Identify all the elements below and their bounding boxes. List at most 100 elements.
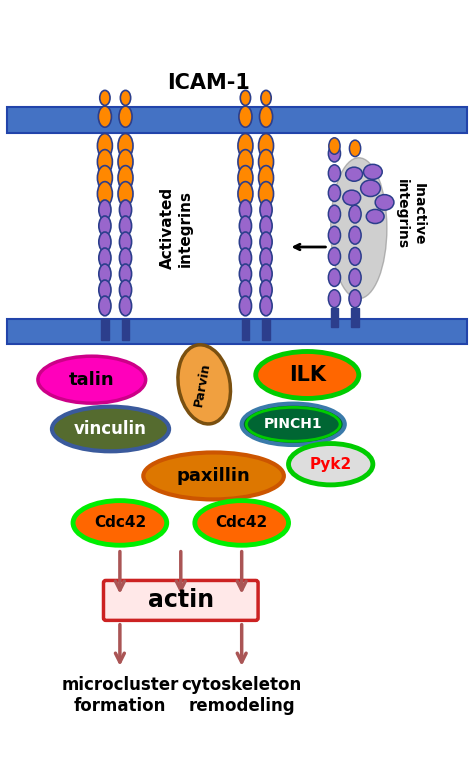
Ellipse shape — [38, 357, 146, 403]
Ellipse shape — [260, 216, 272, 235]
Ellipse shape — [118, 182, 133, 206]
Ellipse shape — [261, 90, 271, 105]
Ellipse shape — [97, 182, 112, 206]
Ellipse shape — [349, 290, 361, 307]
Bar — [242, 319, 249, 340]
Ellipse shape — [246, 407, 340, 441]
Bar — [8, 107, 466, 133]
Ellipse shape — [119, 248, 132, 268]
Ellipse shape — [349, 205, 361, 223]
Ellipse shape — [258, 166, 273, 190]
Text: Cdc42: Cdc42 — [94, 516, 146, 531]
Ellipse shape — [328, 185, 340, 201]
Ellipse shape — [98, 106, 111, 127]
Text: Parvin: Parvin — [191, 361, 212, 407]
Ellipse shape — [238, 182, 253, 206]
Ellipse shape — [118, 133, 133, 158]
Ellipse shape — [328, 269, 340, 286]
Bar — [331, 308, 338, 327]
Ellipse shape — [99, 232, 111, 252]
Ellipse shape — [366, 210, 384, 223]
Ellipse shape — [119, 232, 132, 252]
Ellipse shape — [99, 296, 111, 316]
Bar — [101, 319, 109, 340]
Ellipse shape — [343, 190, 361, 205]
Ellipse shape — [331, 157, 387, 299]
Ellipse shape — [99, 200, 111, 220]
Ellipse shape — [239, 248, 252, 268]
Ellipse shape — [239, 296, 252, 316]
Ellipse shape — [238, 166, 253, 190]
Ellipse shape — [328, 205, 340, 223]
Text: Cdc42: Cdc42 — [216, 516, 268, 531]
Ellipse shape — [73, 500, 167, 545]
Ellipse shape — [258, 150, 273, 174]
Ellipse shape — [97, 166, 112, 190]
Ellipse shape — [289, 444, 373, 485]
Ellipse shape — [240, 90, 251, 105]
Ellipse shape — [328, 248, 340, 265]
Ellipse shape — [119, 200, 132, 220]
Ellipse shape — [258, 133, 273, 158]
Ellipse shape — [349, 140, 361, 157]
Ellipse shape — [329, 138, 340, 154]
Bar — [8, 319, 466, 344]
Ellipse shape — [119, 296, 132, 316]
Text: PINCH1: PINCH1 — [264, 417, 322, 431]
Ellipse shape — [178, 344, 230, 424]
Text: ICAM-1: ICAM-1 — [167, 73, 250, 92]
Ellipse shape — [260, 232, 272, 252]
Ellipse shape — [143, 453, 284, 500]
Ellipse shape — [239, 216, 252, 235]
Ellipse shape — [260, 264, 272, 284]
Ellipse shape — [256, 351, 359, 398]
Ellipse shape — [242, 403, 345, 445]
Bar — [351, 308, 359, 327]
Ellipse shape — [238, 133, 253, 158]
Ellipse shape — [99, 264, 111, 284]
Ellipse shape — [260, 200, 272, 220]
Text: talin: talin — [69, 371, 115, 388]
Ellipse shape — [97, 133, 112, 158]
Ellipse shape — [349, 248, 361, 265]
Ellipse shape — [375, 195, 394, 210]
Ellipse shape — [258, 182, 273, 206]
Ellipse shape — [328, 290, 340, 307]
Ellipse shape — [119, 280, 132, 300]
Ellipse shape — [238, 150, 253, 174]
Text: cytoskeleton
remodeling: cytoskeleton remodeling — [182, 676, 302, 715]
Ellipse shape — [99, 216, 111, 235]
Ellipse shape — [239, 232, 252, 252]
Ellipse shape — [118, 150, 133, 174]
Text: actin: actin — [148, 588, 214, 612]
Text: Pyk2: Pyk2 — [310, 456, 352, 472]
Ellipse shape — [119, 106, 132, 127]
Text: microcluster
formation: microcluster formation — [61, 676, 179, 715]
Text: Activated
integrins: Activated integrins — [160, 187, 192, 269]
Bar — [122, 319, 129, 340]
Ellipse shape — [100, 90, 110, 105]
Bar — [262, 319, 270, 340]
Ellipse shape — [346, 167, 363, 181]
Ellipse shape — [260, 248, 272, 268]
Ellipse shape — [99, 280, 111, 300]
Ellipse shape — [328, 226, 340, 245]
Ellipse shape — [239, 264, 252, 284]
Ellipse shape — [119, 264, 132, 284]
Ellipse shape — [328, 145, 340, 162]
Ellipse shape — [260, 296, 272, 316]
Ellipse shape — [239, 106, 252, 127]
Ellipse shape — [195, 500, 289, 545]
Ellipse shape — [259, 106, 273, 127]
Ellipse shape — [361, 180, 380, 197]
Ellipse shape — [328, 165, 340, 182]
Ellipse shape — [349, 269, 361, 286]
Ellipse shape — [364, 164, 382, 179]
Ellipse shape — [118, 166, 133, 190]
Ellipse shape — [119, 216, 132, 235]
Ellipse shape — [120, 90, 131, 105]
Text: vinculin: vinculin — [74, 420, 147, 438]
Ellipse shape — [260, 280, 272, 300]
Text: paxillin: paxillin — [177, 467, 250, 485]
Text: Inactive
integrins: Inactive integrins — [395, 179, 426, 249]
